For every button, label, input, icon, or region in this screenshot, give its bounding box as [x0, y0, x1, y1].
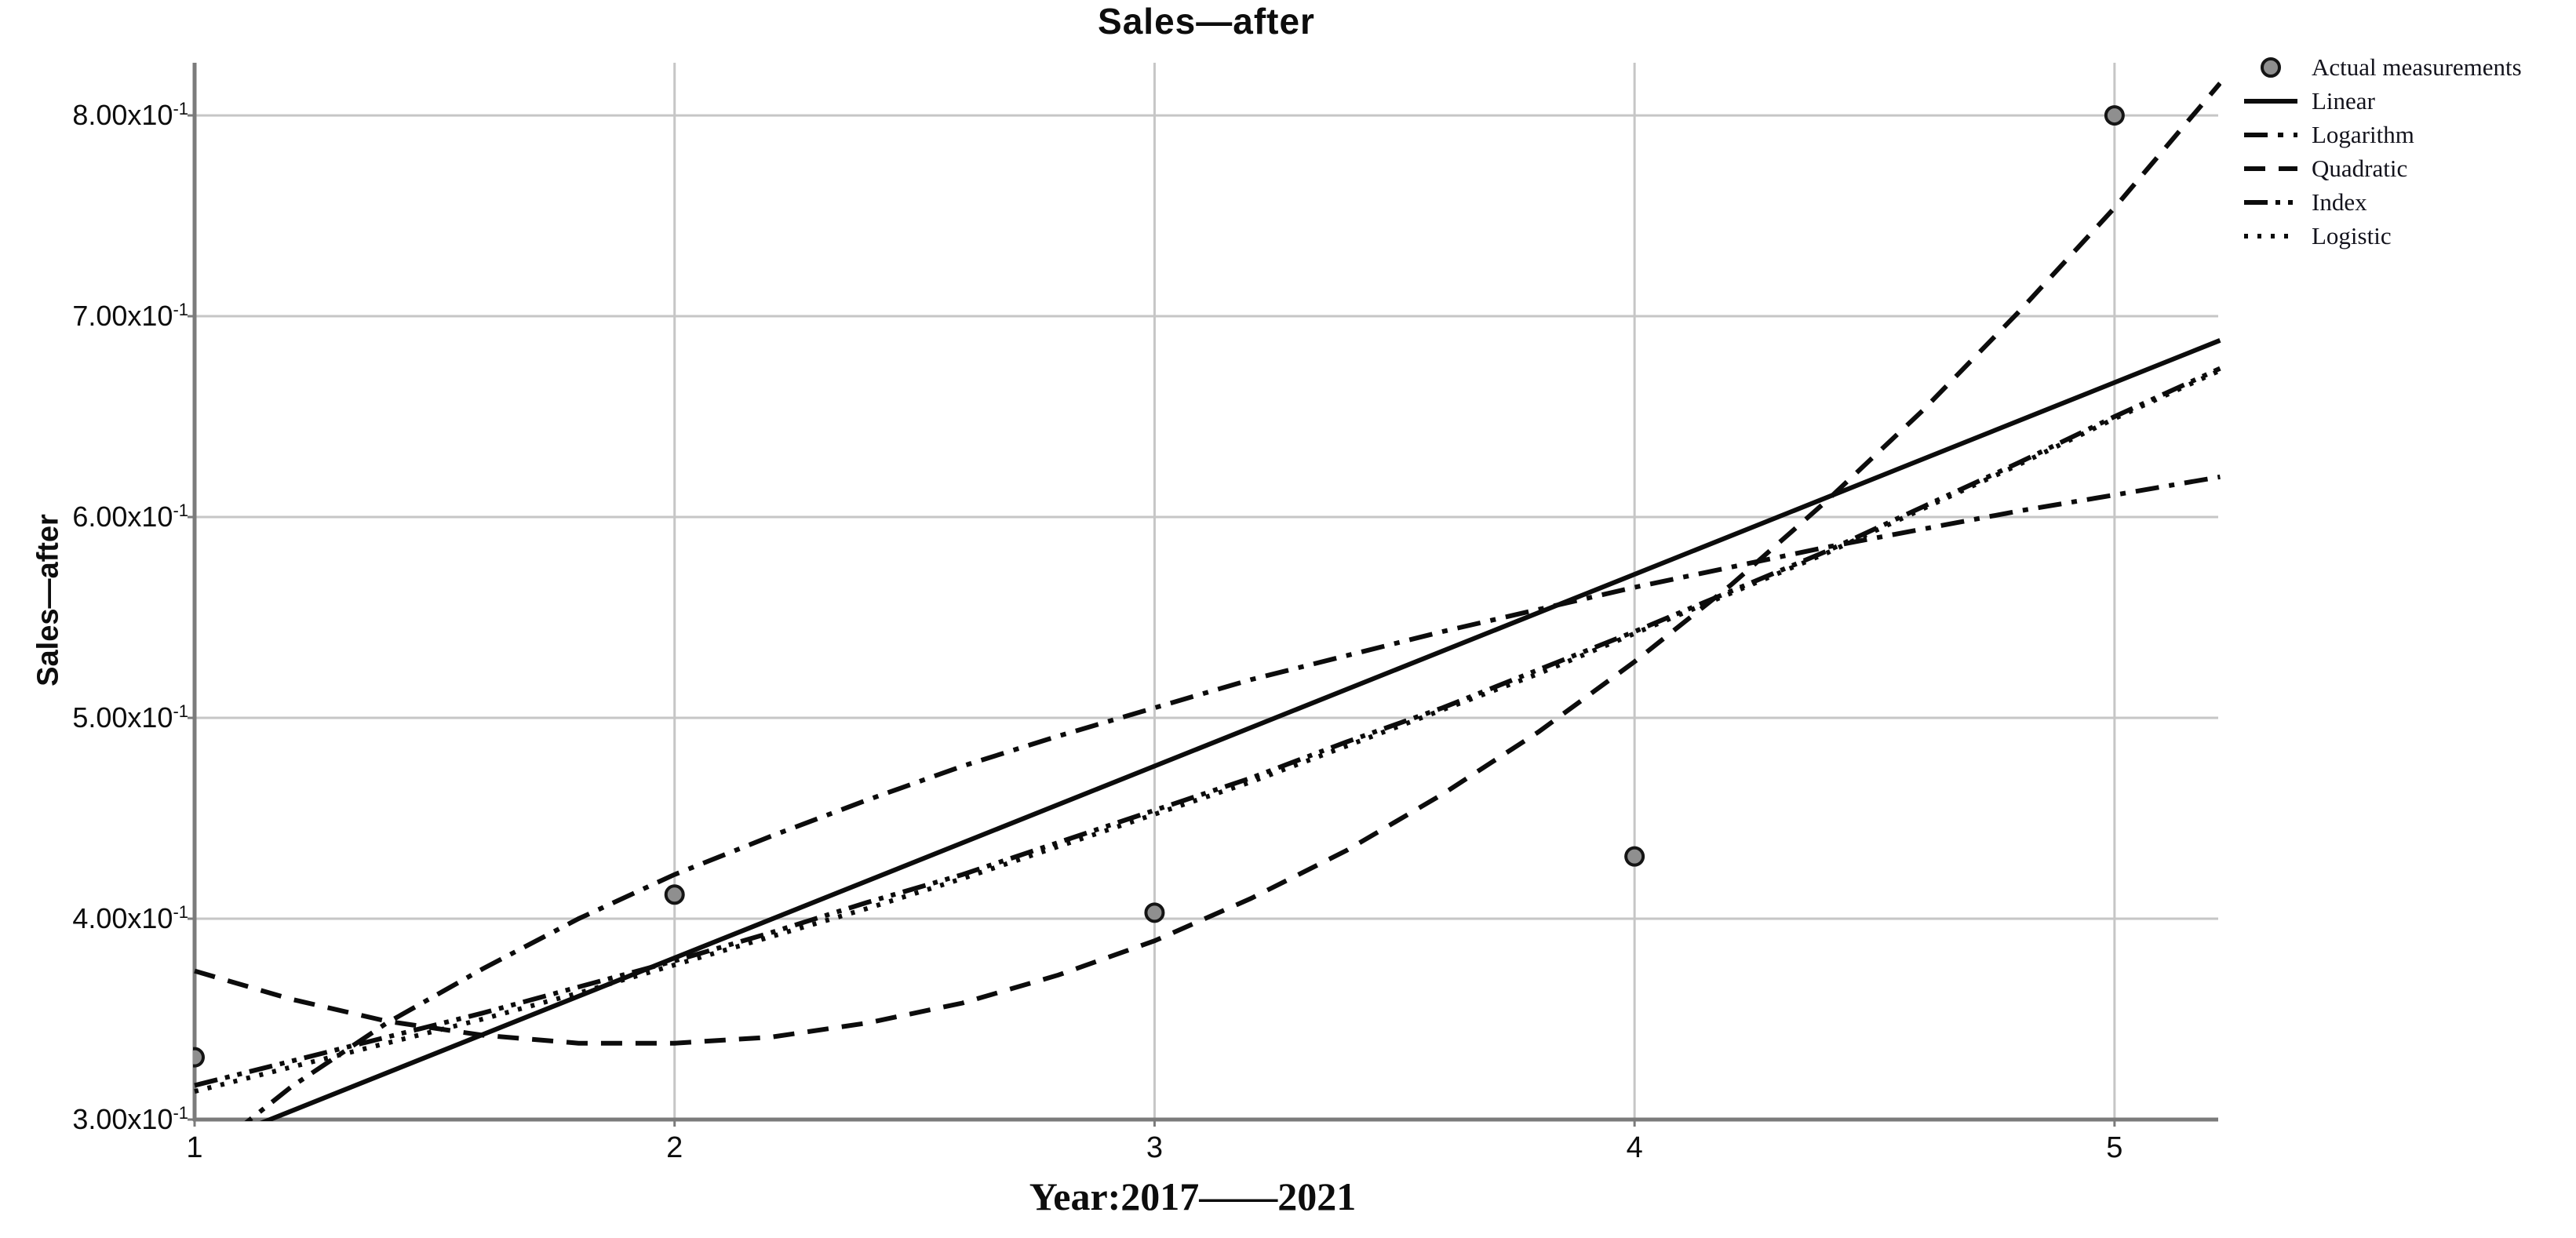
x-tick-label: 3 — [1146, 1131, 1163, 1164]
curve-logarithm — [244, 474, 2221, 1121]
y-tick-label: 8.00x10-1 — [72, 99, 188, 132]
point-marker-icon — [2261, 56, 2281, 78]
data-point — [1144, 902, 1165, 923]
y-tick-label: 3.00x10-1 — [72, 1103, 188, 1135]
legend-item-actual-measurements: Actual measurements — [2241, 50, 2522, 84]
legend-item-index: Index — [2241, 185, 2522, 219]
legend-item-linear: Linear — [2241, 84, 2522, 118]
curve-index — [194, 366, 2221, 1088]
legend-label: Actual measurements — [2312, 53, 2522, 81]
curve-logistic — [194, 368, 2221, 1094]
x-tick-label: 5 — [2106, 1131, 2123, 1164]
legend-item-logistic: Logistic — [2241, 219, 2522, 253]
legend-label: Logistic — [2312, 221, 2392, 249]
chart-title: Sales—after — [1098, 1, 1315, 42]
x-tick-label: 1 — [186, 1131, 203, 1164]
data-point — [1624, 846, 1645, 867]
x-axis-title: Year:2017——2021 — [1029, 1174, 1357, 1218]
legend-label: Quadratic — [2312, 154, 2408, 182]
dotted-line-icon — [2244, 233, 2297, 238]
x-tick-label: 2 — [666, 1131, 683, 1164]
solid-line-icon — [2244, 98, 2297, 104]
y-tick-label: 5.00x10-1 — [72, 701, 188, 734]
legend-item-logarithm: Logarithm — [2241, 118, 2522, 151]
dash-dot-line-icon — [2244, 132, 2297, 137]
curve-linear — [260, 338, 2221, 1121]
legend-item-quadratic: Quadratic — [2241, 151, 2522, 185]
x-tick-label: 4 — [1626, 1131, 1643, 1164]
y-tick-label: 4.00x10-1 — [72, 902, 188, 934]
curve-quadratic — [194, 82, 2221, 1046]
legend-label: Index — [2312, 188, 2367, 216]
data-point — [664, 884, 685, 905]
legend-label: Logarithm — [2312, 120, 2414, 148]
dash-line-icon — [2244, 166, 2297, 171]
data-point — [193, 1047, 205, 1068]
dash-dot-dot-line-icon — [2244, 199, 2297, 205]
data-point — [2104, 105, 2125, 126]
legend-label: Linear — [2312, 86, 2375, 115]
legend: Actual measurements Linear Logarithm Qua… — [2241, 50, 2522, 253]
y-tick-label: 7.00x10-1 — [72, 300, 188, 333]
y-tick-label: 6.00x10-1 — [72, 501, 188, 533]
